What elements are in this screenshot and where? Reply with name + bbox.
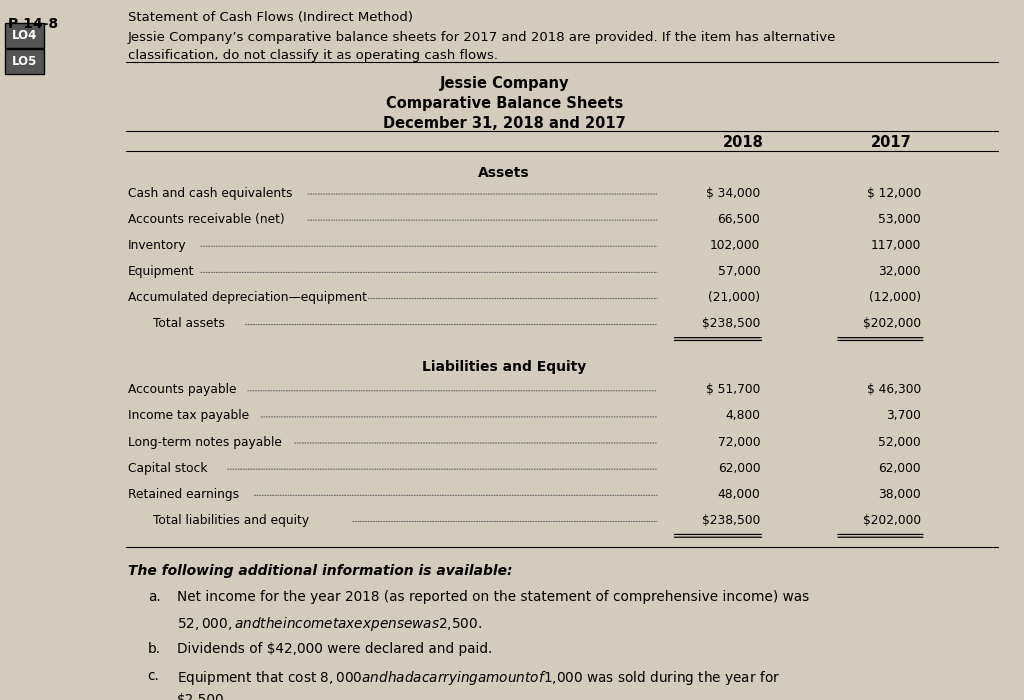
Text: Equipment: Equipment <box>128 265 195 278</box>
Text: Liabilities and Equity: Liabilities and Equity <box>422 360 587 374</box>
Text: $202,000: $202,000 <box>862 317 921 330</box>
Text: 48,000: 48,000 <box>718 488 760 500</box>
Text: a.: a. <box>147 590 161 604</box>
Text: Jessie Company: Jessie Company <box>439 76 569 92</box>
FancyBboxPatch shape <box>5 23 44 48</box>
Text: $ 46,300: $ 46,300 <box>866 384 921 396</box>
Text: 57,000: 57,000 <box>718 265 760 278</box>
Text: Statement of Cash Flows (Indirect Method): Statement of Cash Flows (Indirect Method… <box>128 11 413 25</box>
Text: Jessie Company’s comparative balance sheets for 2017 and 2018 are provided. If t: Jessie Company’s comparative balance she… <box>128 31 837 44</box>
Text: $238,500: $238,500 <box>701 317 760 330</box>
Text: 72,000: 72,000 <box>718 435 760 449</box>
Text: 117,000: 117,000 <box>870 239 921 252</box>
FancyBboxPatch shape <box>5 50 44 74</box>
Text: Net income for the year 2018 (as reported on the statement of comprehensive inco: Net income for the year 2018 (as reporte… <box>177 590 810 604</box>
Text: 53,000: 53,000 <box>878 213 921 225</box>
Text: Retained earnings: Retained earnings <box>128 488 240 500</box>
Text: 3,700: 3,700 <box>886 410 921 423</box>
Text: Total assets: Total assets <box>153 317 224 330</box>
Text: 2017: 2017 <box>870 135 911 150</box>
Text: Total liabilities and equity: Total liabilities and equity <box>153 514 309 527</box>
Text: classification, do not classify it as operating cash flows.: classification, do not classify it as op… <box>128 50 498 62</box>
Text: Accounts receivable (net): Accounts receivable (net) <box>128 213 285 225</box>
Text: 66,500: 66,500 <box>718 213 760 225</box>
Text: Long-term notes payable: Long-term notes payable <box>128 435 282 449</box>
Text: P 14-8: P 14-8 <box>8 17 58 31</box>
Text: $ 34,000: $ 34,000 <box>706 186 760 200</box>
Text: $2,500.: $2,500. <box>177 693 229 700</box>
Text: 32,000: 32,000 <box>879 265 921 278</box>
Text: (21,000): (21,000) <box>709 291 760 304</box>
Text: $238,500: $238,500 <box>701 514 760 527</box>
Text: LO4: LO4 <box>12 29 37 42</box>
Text: Capital stock: Capital stock <box>128 462 208 475</box>
Text: Comparative Balance Sheets: Comparative Balance Sheets <box>386 96 623 111</box>
Text: Accumulated depreciation—equipment: Accumulated depreciation—equipment <box>128 291 367 304</box>
Text: 38,000: 38,000 <box>878 488 921 500</box>
Text: LO5: LO5 <box>12 55 37 68</box>
Text: Income tax payable: Income tax payable <box>128 410 249 423</box>
Text: c.: c. <box>147 668 160 682</box>
Text: Equipment that cost $8,000 and had a carrying amount of $1,000 was sold during t: Equipment that cost $8,000 and had a car… <box>177 668 780 687</box>
Text: $ 12,000: $ 12,000 <box>866 186 921 200</box>
Text: 102,000: 102,000 <box>710 239 760 252</box>
Text: December 31, 2018 and 2017: December 31, 2018 and 2017 <box>383 116 626 131</box>
Text: Accounts payable: Accounts payable <box>128 384 237 396</box>
Text: 52,000: 52,000 <box>878 435 921 449</box>
Text: $ 51,700: $ 51,700 <box>706 384 760 396</box>
Text: Inventory: Inventory <box>128 239 186 252</box>
Text: Dividends of $42,000 were declared and paid.: Dividends of $42,000 were declared and p… <box>177 642 493 656</box>
Text: $202,000: $202,000 <box>862 514 921 527</box>
Text: (12,000): (12,000) <box>868 291 921 304</box>
Text: 4,800: 4,800 <box>725 410 760 423</box>
Text: 62,000: 62,000 <box>718 462 760 475</box>
Text: Assets: Assets <box>478 166 530 180</box>
Text: Cash and cash equivalents: Cash and cash equivalents <box>128 186 293 200</box>
Text: $52,000, and the income tax expense was $2,500.: $52,000, and the income tax expense was … <box>177 615 482 633</box>
Text: 2018: 2018 <box>723 135 764 150</box>
Text: b.: b. <box>147 642 161 656</box>
Text: The following additional information is available:: The following additional information is … <box>128 564 513 578</box>
Text: 62,000: 62,000 <box>879 462 921 475</box>
